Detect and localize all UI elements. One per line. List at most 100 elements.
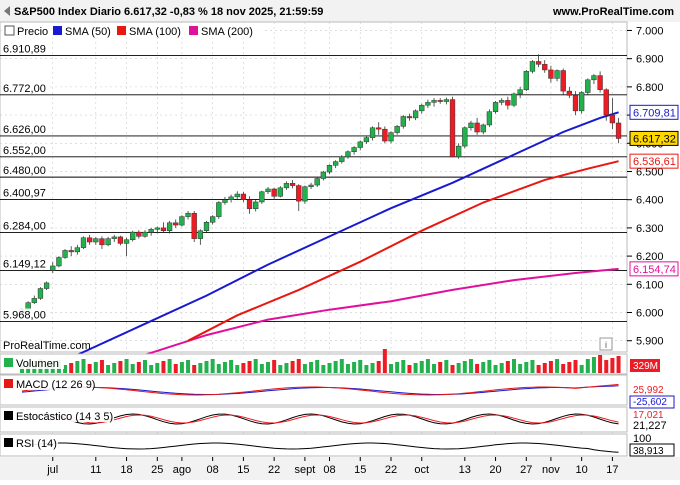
candle-body: [37, 288, 44, 299]
candle-body: [148, 229, 154, 233]
sma50-value-tag: 6.709,81: [633, 107, 676, 119]
volume-bar: [106, 365, 111, 373]
volume-bar: [241, 363, 246, 373]
x-axis-bar: [0, 457, 680, 480]
candle-body: [363, 137, 370, 143]
header-site[interactable]: www.ProRealTime.com: [552, 6, 674, 18]
stoch-swatch: [4, 411, 13, 420]
legend-item-sma50[interactable]: SMA (50): [53, 26, 111, 38]
candle-body: [517, 89, 523, 95]
x-tick-label: 15: [354, 464, 366, 476]
legend-label-precio: Precio: [17, 26, 48, 38]
x-tick-label: 17: [606, 464, 618, 476]
volume-bar: [63, 365, 68, 373]
volume-bar: [339, 359, 344, 373]
stoch-label: Estocástico (14 3 5): [2, 409, 114, 423]
volume-bar: [438, 362, 443, 373]
candle-body: [191, 212, 197, 239]
candle-body: [345, 151, 351, 158]
macd-panel: [0, 374, 628, 406]
volume-bar: [204, 361, 209, 373]
header-bar: [0, 0, 680, 22]
legend-item-precio[interactable]: Precio: [4, 25, 48, 38]
candle-body: [123, 239, 130, 244]
info-icon-glyph: i: [605, 340, 607, 350]
volume-bar: [555, 359, 560, 373]
rsi-label-text: RSI (14): [16, 438, 57, 450]
candle-body: [302, 186, 308, 202]
rsi-swatch: [4, 438, 13, 447]
volume-bar: [481, 362, 486, 373]
last-price-tag: 6.617,32: [633, 133, 676, 145]
candle-body: [394, 126, 400, 133]
candle-body: [388, 132, 394, 142]
volume-bar: [130, 364, 135, 373]
level-label: 6.552,00: [3, 145, 46, 157]
volume-bar: [216, 364, 221, 373]
volume-bar: [604, 360, 609, 373]
volume-bar: [272, 360, 277, 373]
volume-bar: [401, 360, 406, 373]
legend-item-sma100[interactable]: SMA (100): [117, 26, 181, 38]
candle-body: [566, 90, 573, 96]
header-arrow-icon: [4, 6, 10, 16]
level-label-bg: [1, 164, 49, 177]
x-tick-label: 15: [237, 464, 249, 476]
legend-item-sma200[interactable]: SMA (200): [189, 26, 253, 38]
candle-body: [296, 185, 302, 202]
volume-bar: [487, 360, 492, 373]
volume-value: 329M: [633, 361, 658, 372]
rsi-panel: [0, 433, 628, 457]
x-tick-label: 18: [120, 464, 132, 476]
candle-body: [535, 61, 542, 65]
candle-body: [265, 188, 271, 193]
candle-body: [326, 165, 333, 173]
y-tick-label: 7.000: [636, 25, 664, 37]
sma200-value-tag-bg: [629, 261, 679, 277]
x-tick-label: 22: [268, 464, 280, 476]
volume-bar: [370, 363, 375, 373]
volume-bar: [149, 365, 154, 373]
info-icon[interactable]: i: [599, 337, 613, 351]
macd-line: [21, 383, 619, 396]
candle-body: [597, 75, 603, 90]
candle-body: [351, 147, 357, 152]
candle-body: [111, 236, 117, 239]
volume-bar: [376, 361, 381, 373]
volume-bar: [345, 364, 350, 373]
rsi-line: [21, 442, 619, 453]
level-label-bg: [1, 186, 49, 199]
candle-body: [486, 111, 493, 126]
volume-bar: [475, 364, 480, 373]
volume-bar: [389, 364, 393, 373]
volume-bar: [167, 359, 172, 373]
level-label: 6.772,00: [3, 83, 46, 95]
level-label-bg: [1, 308, 49, 321]
volume-tag: 329M: [630, 359, 660, 372]
candle-body: [511, 93, 517, 106]
volume-bar: [616, 356, 621, 373]
x-tick-label: 08: [207, 464, 219, 476]
price-panel: [0, 21, 628, 353]
legend-label-sma200: SMA (200): [201, 26, 253, 38]
y-tick-label: 6.800: [636, 82, 664, 94]
volume-bar: [468, 359, 473, 373]
volume-bar: [585, 359, 590, 373]
x-tick-label: 13: [459, 464, 471, 476]
candle-body: [585, 79, 591, 93]
candle-body: [160, 227, 167, 231]
candle-body: [548, 69, 554, 79]
candle-body: [185, 212, 191, 217]
candle-body: [277, 187, 283, 197]
volume-bar: [364, 365, 369, 373]
candle-body: [615, 122, 622, 139]
x-tick-label: 10: [576, 464, 588, 476]
candle-body: [283, 183, 290, 189]
x-tick-label: 25: [151, 464, 163, 476]
candle-body: [474, 122, 480, 133]
volume-bar: [352, 362, 357, 373]
candle-body: [246, 199, 253, 209]
candle-body: [50, 265, 56, 271]
candle-body: [523, 71, 529, 90]
candle-body: [492, 102, 499, 112]
